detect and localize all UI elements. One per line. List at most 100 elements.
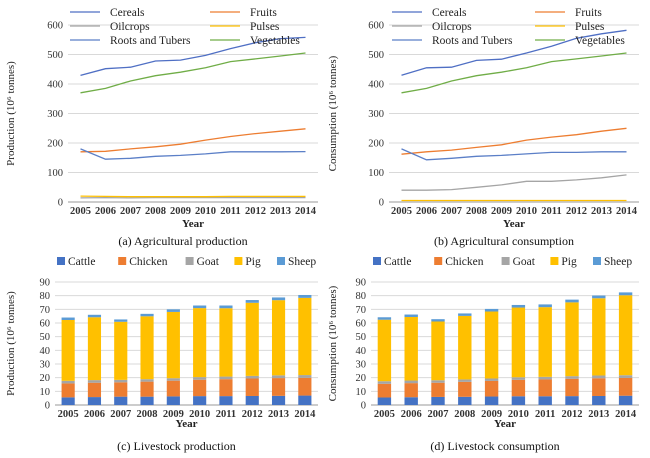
y-tick-label: 100: [368, 168, 384, 179]
x-tick-label: 2007: [428, 409, 449, 420]
bar-pig: [166, 311, 180, 379]
bar-goat: [511, 377, 526, 380]
bar-goat: [618, 375, 633, 378]
y-tick-label: 400: [47, 80, 63, 91]
legend-label: Oilcrops: [432, 21, 472, 33]
bar-chicken: [61, 383, 75, 398]
legend-label: Pig: [245, 256, 261, 268]
bar-chicken: [404, 383, 418, 398]
chart-caption: (d) Livestock consumption: [430, 439, 559, 453]
legend-label: Pig: [561, 256, 577, 268]
y-tick-label: 0: [379, 198, 384, 209]
series-line-1: [401, 127, 627, 155]
y-tick-label: 600: [47, 21, 63, 32]
bar-cattle: [565, 396, 579, 405]
chart-panel-1: 0 100 200 300 400 500 600 2005 2006 2007 2008 2009 2…: [327, 7, 639, 248]
y-tick-label: 30: [356, 360, 367, 371]
bar-cattle: [592, 395, 606, 405]
legend-label: Cattle: [384, 256, 411, 268]
y-tick-label: 80: [356, 291, 367, 302]
bar-sheep: [140, 313, 154, 317]
bar-pig: [511, 307, 526, 378]
bar-cattle: [538, 396, 552, 405]
x-tick-label: 2014: [616, 206, 638, 217]
bar-goat: [87, 380, 102, 383]
x-tick-label: 2008: [145, 206, 166, 217]
bar-sheep: [565, 299, 579, 303]
chart-panel-2: 0 10 20 30 40 50 60 70 80 90 2005 2006 2007 2008 2009 2…: [5, 256, 318, 453]
bar-sheep: [219, 305, 233, 309]
x-tick-label: 2005: [58, 409, 79, 420]
chart-caption: (a) Agricultural production: [118, 234, 247, 248]
y-tick-label: 50: [40, 332, 51, 343]
y-tick-label: 90: [40, 278, 51, 289]
bar-sheep: [245, 300, 259, 303]
bar-pig: [377, 319, 392, 382]
bar-chicken: [114, 382, 128, 397]
bar-pig: [114, 321, 128, 380]
y-tick-label: 500: [368, 50, 384, 61]
bar-cattle: [219, 396, 233, 405]
legend-label: Sheep: [604, 256, 632, 268]
series-line-5: [80, 52, 306, 94]
legend-label: Cereals: [110, 7, 145, 19]
y-tick-label: 50: [356, 332, 367, 343]
y-tick-label: 20: [40, 373, 51, 384]
bar-cattle: [245, 395, 259, 405]
x-tick-label: 2009: [481, 409, 502, 420]
bar-pig: [592, 298, 606, 376]
bar-cattle: [271, 395, 286, 405]
bar-cattle: [87, 397, 102, 405]
x-tick-label: 2006: [84, 409, 105, 420]
bar-chicken: [298, 377, 312, 396]
bar-cattle: [140, 396, 154, 405]
y-axis-label: Production (10⁶ tonnes): [5, 291, 17, 396]
bar-pig: [193, 308, 207, 378]
x-tick-label: 2009: [170, 206, 191, 217]
bar-goat: [114, 379, 128, 383]
legend-label: Cereals: [432, 7, 467, 19]
x-tick-label: 2013: [268, 409, 289, 420]
x-tick-label: 2007: [441, 206, 462, 217]
bar-chicken: [245, 378, 259, 396]
y-tick-label: 0: [361, 401, 366, 412]
bar-goat: [538, 376, 552, 380]
bar-pig: [271, 300, 286, 376]
bar-pig: [219, 308, 233, 377]
y-tick-label: 20: [356, 373, 367, 384]
y-tick-label: 0: [58, 198, 63, 209]
legend-swatch: [234, 257, 243, 265]
y-tick-label: 100: [47, 168, 63, 179]
bar-pig: [87, 317, 102, 381]
bar-sheep: [592, 295, 606, 299]
series-line-3: [80, 195, 306, 198]
x-axis-label: Year: [503, 218, 525, 230]
x-tick-label: 2005: [70, 206, 91, 217]
legend-label: Roots and Tubers: [110, 35, 191, 47]
bar-goat: [458, 379, 472, 382]
bar-pig: [298, 297, 312, 376]
x-tick-label: 2014: [295, 206, 317, 217]
x-axis-label: Year: [176, 418, 198, 430]
y-tick-label: 40: [40, 346, 51, 357]
y-axis-label: Production (10⁶ tonnes): [5, 61, 17, 166]
bar-chicken: [377, 383, 392, 398]
bar-goat: [484, 378, 499, 381]
bar-sheep: [166, 309, 180, 312]
bar-pig: [404, 316, 418, 381]
y-tick-label: 70: [40, 305, 51, 316]
bar-chicken: [538, 379, 552, 397]
x-tick-label: 2013: [588, 409, 609, 420]
series-line-1: [80, 128, 306, 153]
x-tick-label: 2013: [270, 206, 291, 217]
x-tick-label: 2009: [163, 409, 184, 420]
legend-label: Cattle: [68, 256, 95, 268]
series-line-4: [80, 148, 306, 160]
x-tick-label: 2006: [416, 206, 437, 217]
legend-swatch: [373, 257, 381, 265]
x-tick-label: 2008: [454, 409, 475, 420]
legend-swatch: [277, 257, 285, 265]
bar-chicken: [565, 378, 579, 397]
x-tick-label: 2011: [535, 409, 555, 420]
